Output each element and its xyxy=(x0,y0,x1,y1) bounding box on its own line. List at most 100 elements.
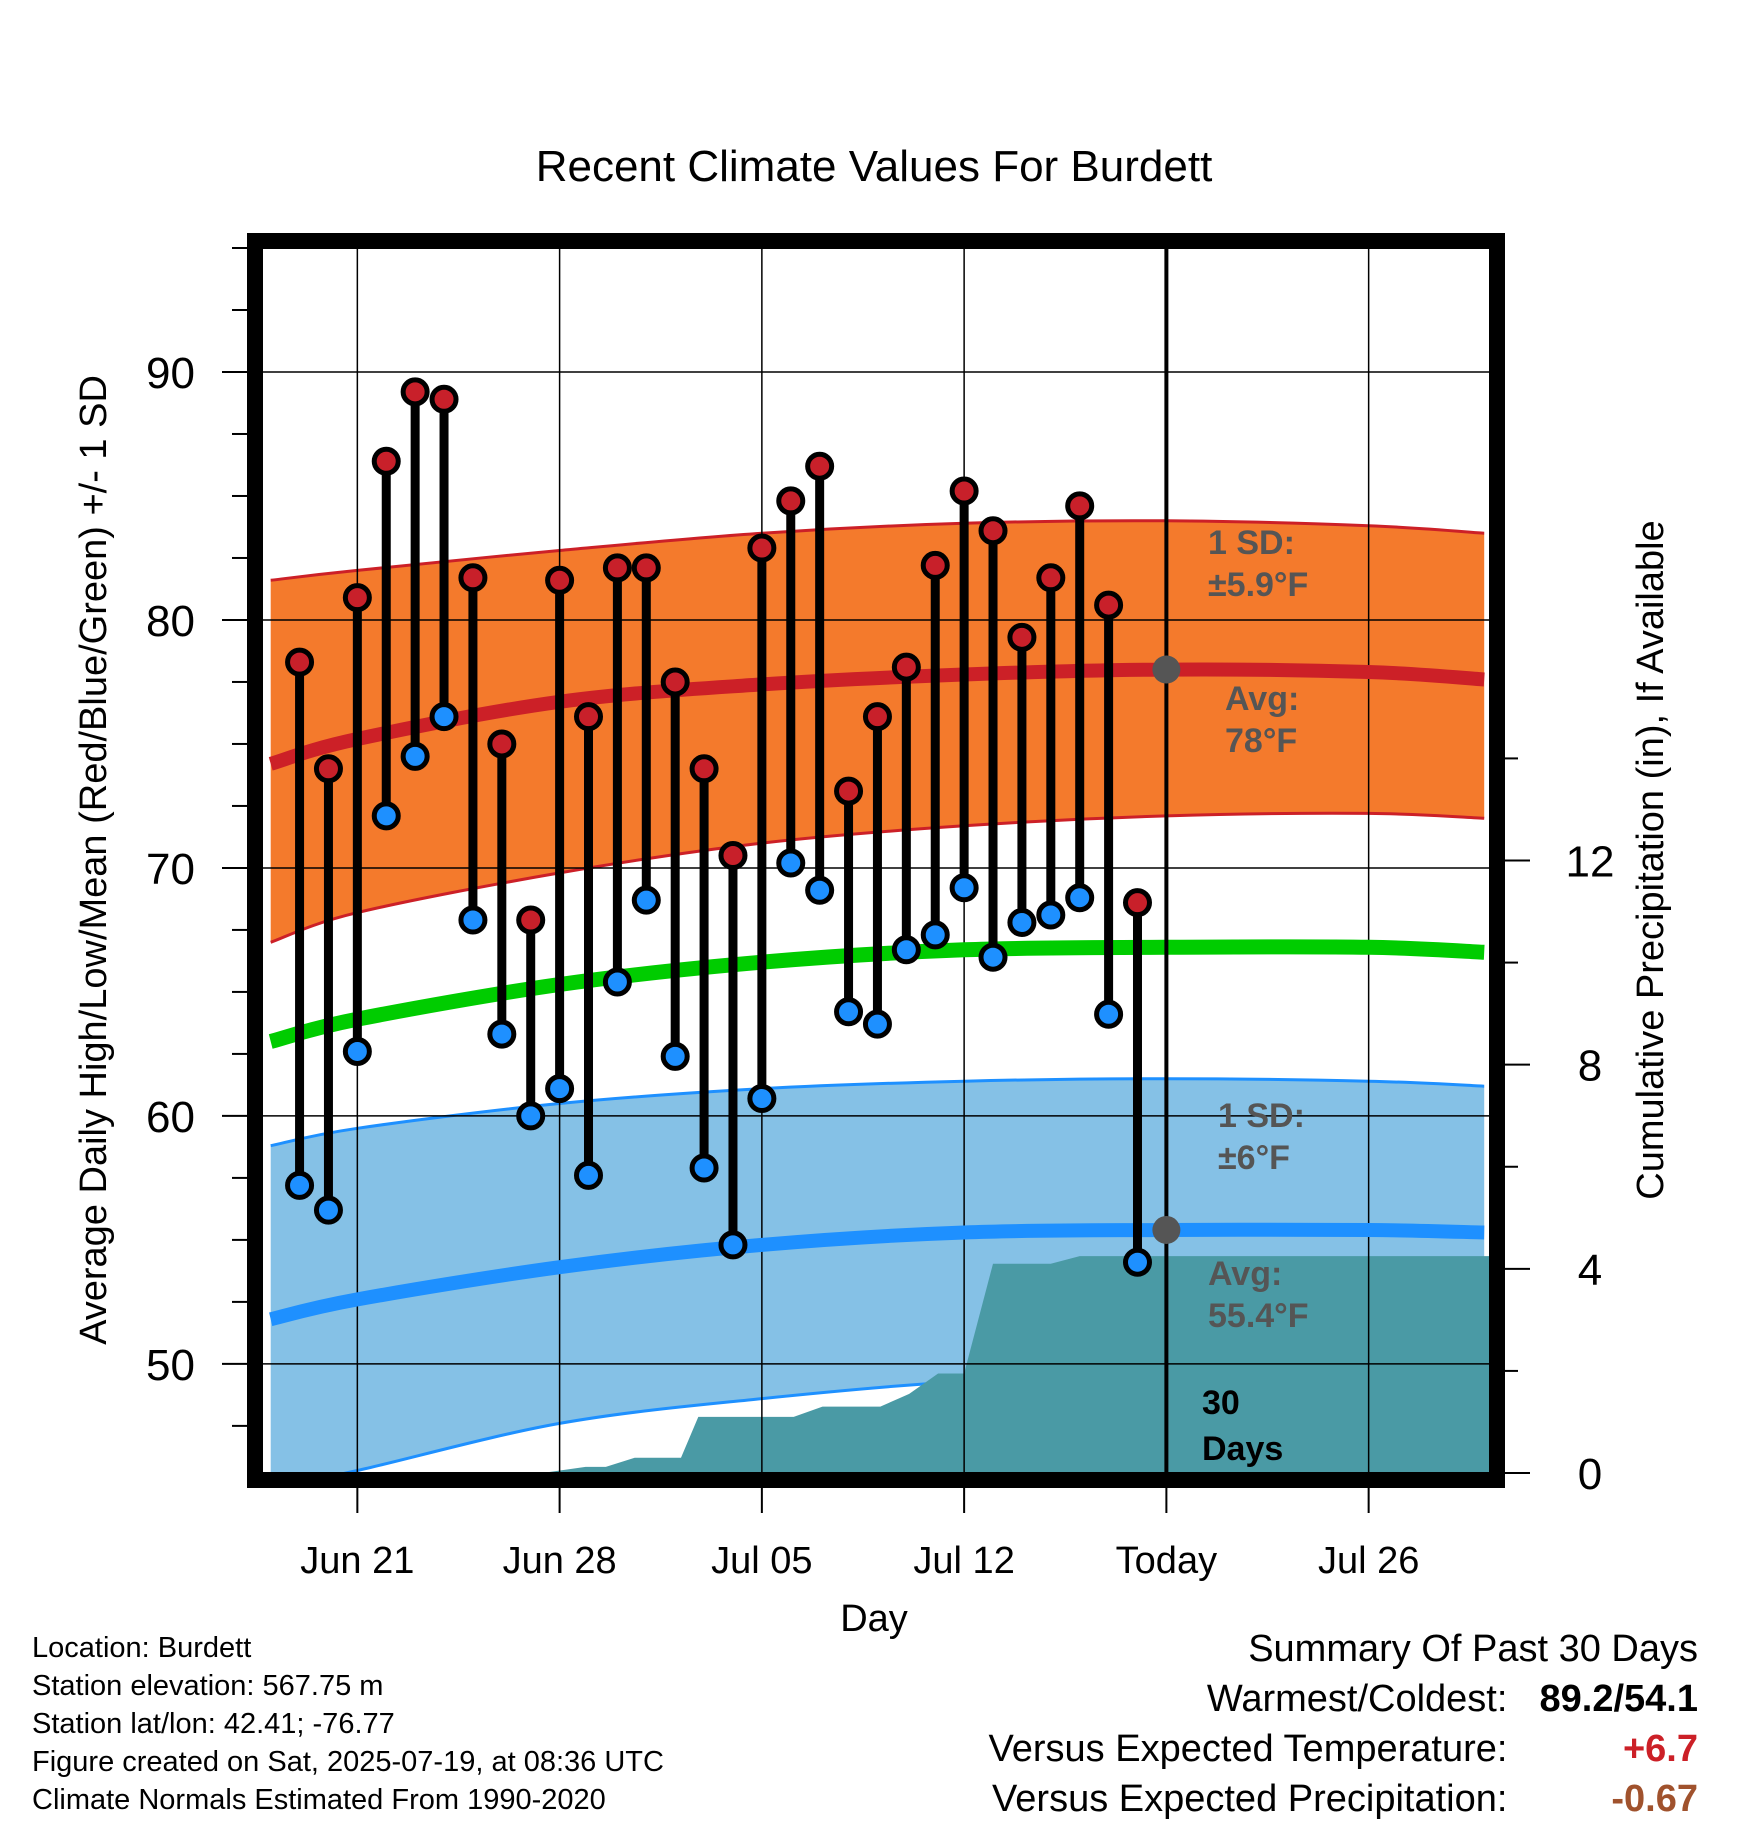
y-axis-label: Average Daily High/Low/Mean (Red/Blue/Gr… xyxy=(73,375,115,1345)
precip-departure-label: Versus Expected Precipitation: xyxy=(992,1778,1508,1820)
daily-high-point xyxy=(371,446,401,476)
normal-high-line xyxy=(268,662,1485,771)
daily-high-point xyxy=(342,583,372,613)
y-tick-label: 80 xyxy=(146,597,195,646)
daily-low-point xyxy=(285,1170,315,1200)
daily-high-point xyxy=(834,776,864,806)
daily-low-point xyxy=(487,1019,517,1049)
chart-title: Recent Climate Values For Burdett xyxy=(536,142,1213,191)
low-sd-upper-edge xyxy=(270,1077,1485,1148)
daily-high-point xyxy=(689,754,719,784)
x-tick-label: Jul 26 xyxy=(1318,1540,1419,1582)
normal-low-line xyxy=(269,1222,1485,1327)
daily-low-point xyxy=(660,1041,690,1071)
y2-tick-label: 4 xyxy=(1578,1246,1602,1295)
plot-border xyxy=(247,233,1505,1488)
daily-low-point xyxy=(978,942,1008,972)
created-text: Figure created on Sat, 2025-07-19, at 08… xyxy=(32,1746,664,1778)
low-avg-label: Avg: 55.4°F xyxy=(1208,1255,1309,1335)
daily-low-point xyxy=(891,935,921,965)
daily-low-point xyxy=(458,905,488,935)
x-tick-label: Jun 21 xyxy=(300,1540,414,1582)
y-tick-label: 60 xyxy=(146,1093,195,1142)
daily-high-point xyxy=(313,754,343,784)
low-sd-label: 1 SD: ±6°F xyxy=(1218,1097,1305,1177)
precip-departure-row: Versus Expected Precipitation: -0.67 xyxy=(989,1774,1698,1824)
y2-axis-label: Cumulative Precipitation (in), If Availa… xyxy=(1630,520,1672,1199)
daily-low-point xyxy=(313,1195,343,1225)
daily-high-point xyxy=(747,533,777,563)
daily-high-point xyxy=(631,553,661,583)
elevation-text: Station elevation: 567.75 m xyxy=(32,1670,384,1702)
daily-high-point xyxy=(429,384,459,414)
daily-high-point xyxy=(949,476,979,506)
daily-low-point xyxy=(718,1230,748,1260)
daily-high-point xyxy=(660,667,690,697)
high-avg-label: Avg: 78°F xyxy=(1225,680,1299,760)
grid-lines xyxy=(262,248,1490,1473)
daily-high-point xyxy=(545,565,575,595)
high-sd-lower-edge xyxy=(270,811,1485,944)
y2-tick-label: 12 xyxy=(1566,838,1615,887)
x-tick-label: Jul 05 xyxy=(711,1540,812,1582)
daily-low-point xyxy=(1065,883,1095,913)
daily-high-point xyxy=(891,652,921,682)
normal-lines xyxy=(268,662,1485,1327)
daily-low-point xyxy=(834,997,864,1027)
daily-high-point xyxy=(1122,888,1152,918)
daily-range-bars xyxy=(285,377,1152,1277)
daily-low-point xyxy=(602,967,632,997)
temp-departure-value: +6.7 xyxy=(1622,1728,1698,1770)
y-tick-label: 70 xyxy=(146,845,195,894)
high-sd-label: 1 SD: ±5.9°F xyxy=(1208,524,1308,604)
warmest-label: Warmest/Coldest: xyxy=(1206,1678,1508,1720)
daily-low-point xyxy=(545,1074,575,1104)
daily-high-point xyxy=(1065,491,1095,521)
y2-tick-label: 8 xyxy=(1578,1042,1602,1091)
temp-departure-row: Versus Expected Temperature: +6.7 xyxy=(989,1724,1698,1774)
daily-high-point xyxy=(574,702,604,732)
daily-high-point xyxy=(920,550,950,580)
axes: 50 60 70 80 90 0 4 8 12 Jun 21 Jun 28 Jul 05 Jul 12 T… xyxy=(146,247,1615,1582)
daily-low-point xyxy=(689,1153,719,1183)
high-sd-upper-edge xyxy=(270,519,1485,582)
daily-low-point xyxy=(776,848,806,878)
daily-high-point xyxy=(516,905,546,935)
daily-high-point xyxy=(1094,590,1124,620)
precip-departure-value: -0.67 xyxy=(1611,1778,1698,1820)
daily-high-point xyxy=(400,377,430,407)
x-tick-label: Today xyxy=(1116,1540,1217,1582)
station-metadata: Location: Burdett Station elevation: 567… xyxy=(32,1629,664,1819)
summary-panel: Summary Of Past 30 Days Warmest/Coldest:… xyxy=(989,1624,1698,1824)
daily-low-point xyxy=(747,1084,777,1114)
today-marker xyxy=(1152,248,1181,1473)
today-avg-high-marker xyxy=(1152,655,1181,684)
x-tick-label: Jul 12 xyxy=(913,1540,1014,1582)
y-tick-label: 90 xyxy=(146,349,195,398)
band-labels: 1 SD: ±5.9°F Avg: 78°F 1 SD: ±6°F Avg: 55.4°F 30… xyxy=(1202,524,1309,1468)
daily-low-point xyxy=(371,801,401,831)
daily-high-point xyxy=(285,647,315,677)
warmest-value: 89.2/54.1 xyxy=(1539,1678,1698,1720)
daily-high-point xyxy=(602,553,632,583)
x-tick-label: Jun 28 xyxy=(503,1540,617,1582)
daily-low-point xyxy=(574,1160,604,1190)
daily-high-point xyxy=(458,563,488,593)
daily-low-point xyxy=(1007,907,1037,937)
daily-low-point xyxy=(862,1009,892,1039)
daily-high-point xyxy=(487,729,517,759)
daily-low-point xyxy=(1036,900,1066,930)
daily-low-point xyxy=(1094,999,1124,1029)
temp-departure-label: Versus Expected Temperature: xyxy=(988,1728,1508,1770)
daily-low-point xyxy=(429,702,459,732)
daily-low-point xyxy=(1122,1247,1152,1277)
daily-low-point xyxy=(342,1036,372,1066)
summary-heading: Summary Of Past 30 Days xyxy=(1248,1628,1698,1670)
low-sd-band xyxy=(270,1078,1485,1473)
daily-high-point xyxy=(978,516,1008,546)
precipitation-area xyxy=(262,1256,1490,1473)
daily-high-point xyxy=(718,841,748,871)
daily-low-point xyxy=(805,875,835,905)
daily-high-point xyxy=(776,486,806,516)
